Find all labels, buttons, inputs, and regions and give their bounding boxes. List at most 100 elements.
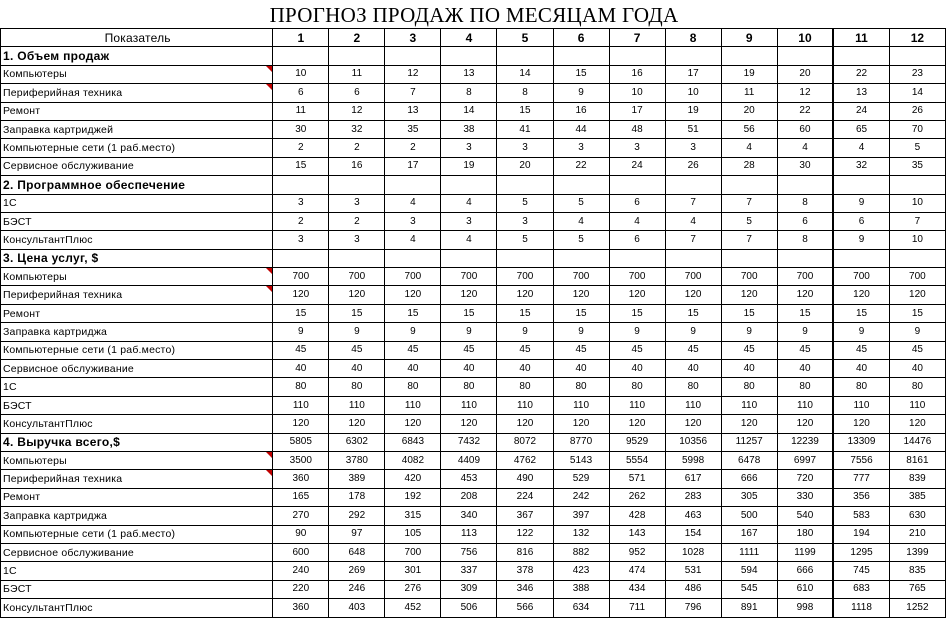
value-cell[interactable]: 40 [608, 359, 666, 379]
value-cell[interactable]: 45 [384, 340, 442, 361]
value-cell[interactable]: 2 [384, 138, 442, 158]
value-cell[interactable]: 5 [496, 230, 554, 250]
value-cell[interactable]: 80 [664, 377, 722, 397]
value-cell[interactable] [552, 175, 610, 195]
value-cell[interactable]: 16 [608, 64, 666, 85]
value-cell[interactable]: 529 [552, 469, 610, 489]
value-cell[interactable]: 2 [272, 211, 330, 232]
value-cell[interactable]: 474 [608, 561, 666, 581]
value-cell[interactable]: 19 [720, 64, 778, 85]
value-cell[interactable]: 14 [496, 64, 554, 85]
value-cell[interactable]: 40 [496, 359, 554, 379]
value-cell[interactable]: 315 [384, 506, 442, 526]
value-cell[interactable]: 11 [720, 83, 778, 103]
value-cell[interactable]: 648 [328, 542, 386, 563]
value-cell[interactable] [272, 175, 330, 195]
value-cell[interactable]: 463 [664, 506, 722, 526]
value-cell[interactable]: 246 [328, 579, 386, 600]
value-cell[interactable]: 1028 [664, 542, 722, 563]
value-cell[interactable]: 120 [832, 285, 890, 305]
value-cell[interactable]: 309 [440, 579, 498, 600]
value-cell[interactable]: 3 [552, 138, 610, 158]
value-cell[interactable]: 8072 [496, 432, 554, 452]
value-cell[interactable]: 90 [272, 524, 330, 544]
value-cell[interactable]: 610 [776, 579, 834, 600]
value-cell[interactable]: 634 [552, 598, 610, 618]
value-cell[interactable] [776, 248, 834, 269]
value-cell[interactable]: 120 [888, 414, 947, 434]
value-cell[interactable] [552, 46, 610, 66]
value-cell[interactable]: 5 [888, 138, 947, 158]
header-month-cell[interactable]: 5 [496, 27, 554, 48]
value-cell[interactable]: 283 [664, 487, 722, 508]
value-cell[interactable]: 38 [440, 119, 498, 140]
value-cell[interactable]: 3 [608, 138, 666, 158]
value-cell[interactable]: 110 [272, 395, 330, 416]
value-cell[interactable]: 700 [608, 267, 666, 287]
value-cell[interactable]: 22 [832, 64, 890, 85]
value-cell[interactable]: 12 [776, 83, 834, 103]
value-cell[interactable]: 40 [776, 359, 834, 379]
value-cell[interactable]: 452 [384, 598, 442, 618]
value-cell[interactable]: 165 [272, 487, 330, 508]
value-cell[interactable]: 7556 [832, 450, 890, 471]
value-cell[interactable]: 40 [888, 359, 947, 379]
value-cell[interactable]: 40 [552, 359, 610, 379]
value-cell[interactable]: 6 [776, 211, 834, 232]
value-cell[interactable]: 4 [384, 193, 442, 213]
row-label-cell[interactable]: Ремонт [0, 101, 274, 121]
value-cell[interactable]: 110 [776, 395, 834, 416]
value-cell[interactable]: 210 [888, 524, 947, 544]
value-cell[interactable]: 120 [776, 414, 834, 434]
value-cell[interactable]: 110 [328, 395, 386, 416]
value-cell[interactable] [552, 248, 610, 269]
value-cell[interactable]: 120 [440, 285, 498, 305]
value-cell[interactable]: 378 [496, 561, 554, 581]
value-cell[interactable]: 23 [888, 64, 947, 85]
value-cell[interactable] [384, 175, 442, 195]
value-cell[interactable]: 4 [552, 211, 610, 232]
value-cell[interactable]: 700 [272, 267, 330, 287]
value-cell[interactable]: 10356 [664, 432, 722, 452]
value-cell[interactable]: 15 [552, 303, 610, 324]
value-cell[interactable]: 9 [888, 322, 947, 342]
value-cell[interactable]: 9 [496, 322, 554, 342]
value-cell[interactable]: 132 [552, 524, 610, 544]
value-cell[interactable] [832, 175, 890, 195]
value-cell[interactable]: 630 [888, 506, 947, 526]
row-label-cell[interactable]: КонсультантПлюс [0, 230, 274, 250]
value-cell[interactable]: 711 [608, 598, 666, 618]
value-cell[interactable]: 15 [720, 303, 778, 324]
row-label-cell[interactable]: БЭСТ [0, 395, 274, 416]
value-cell[interactable]: 389 [328, 469, 386, 489]
value-cell[interactable]: 26 [888, 101, 947, 121]
value-cell[interactable]: 180 [776, 524, 834, 544]
value-cell[interactable]: 80 [720, 377, 778, 397]
value-cell[interactable]: 270 [272, 506, 330, 526]
value-cell[interactable]: 500 [720, 506, 778, 526]
value-cell[interactable]: 13 [832, 83, 890, 103]
value-cell[interactable]: 30 [776, 156, 834, 177]
value-cell[interactable] [608, 248, 666, 269]
value-cell[interactable]: 17 [664, 64, 722, 85]
value-cell[interactable]: 360 [272, 469, 330, 489]
value-cell[interactable]: 120 [496, 285, 554, 305]
value-cell[interactable] [496, 248, 554, 269]
value-cell[interactable]: 4 [608, 211, 666, 232]
value-cell[interactable]: 15 [384, 303, 442, 324]
value-cell[interactable]: 122 [496, 524, 554, 544]
value-cell[interactable]: 882 [552, 542, 610, 563]
value-cell[interactable]: 120 [664, 414, 722, 434]
value-cell[interactable]: 700 [664, 267, 722, 287]
value-cell[interactable] [440, 248, 498, 269]
value-cell[interactable] [832, 46, 890, 66]
row-label-cell[interactable]: КонсультантПлюс [0, 414, 274, 434]
value-cell[interactable] [440, 46, 498, 66]
header-label-cell[interactable]: Показатель [0, 27, 274, 48]
value-cell[interactable]: 11257 [720, 432, 778, 452]
value-cell[interactable]: 700 [328, 267, 386, 287]
value-cell[interactable]: 5805 [272, 432, 330, 452]
value-cell[interactable]: 80 [608, 377, 666, 397]
value-cell[interactable] [440, 175, 498, 195]
value-cell[interactable] [776, 175, 834, 195]
